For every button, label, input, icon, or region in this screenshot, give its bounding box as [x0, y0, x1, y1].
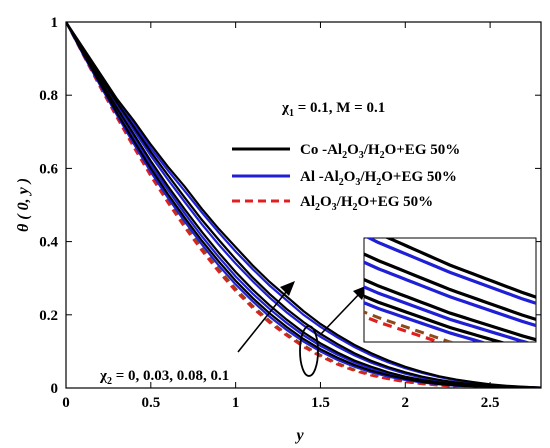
- chi2-pointer-line: [237, 286, 291, 353]
- legend: Co -Al2O3/H2O+EG 50% Al -Al2O3/H2O+EG 50…: [232, 142, 460, 213]
- inset-series-1-curve-1: [364, 260, 536, 328]
- plot-frame: [65, 21, 542, 389]
- series-0-curve-1: [66, 22, 541, 388]
- series-0-curve-0: [66, 22, 541, 388]
- zoom-ellipse: [299, 325, 319, 377]
- legend-label-base: Al2O3/H2O+EG 50%: [300, 194, 433, 213]
- x-tick-label: 2: [402, 395, 410, 411]
- y-axis-label: θ ( 0, y ): [15, 178, 32, 232]
- y-tick-label: 0.2: [39, 308, 58, 324]
- legend-label-co: Co -Al2O3/H2O+EG 50%: [300, 142, 460, 161]
- inset-series-1-curve-2: [364, 285, 532, 342]
- x-tick-label: 1: [232, 395, 240, 411]
- y-tick-label: 0: [51, 381, 59, 397]
- inset-series-2-curve-0: [364, 314, 445, 342]
- inset-series-1-curve-0: [365, 238, 536, 305]
- x-tick-label: 2.5: [481, 395, 500, 411]
- chi2-arrowhead: [280, 281, 295, 296]
- legend-label-al: Al -Al2O3/H2O+EG 50%: [300, 169, 457, 188]
- chi2-annotation: χ2 = 0, 0.03, 0.08, 0.1: [99, 368, 229, 387]
- x-axis-label: y: [294, 427, 304, 444]
- parameter-annotation: χ1 = 0.1, M = 0.1: [281, 100, 385, 119]
- inset-series-0-curve-0: [384, 238, 536, 299]
- series-0-curve-3: [66, 22, 541, 388]
- y-tick-label: 0.4: [39, 235, 58, 251]
- x-tick-label: 0.5: [141, 395, 160, 411]
- inset-series-0-curve-2: [364, 277, 536, 342]
- x-axis-ticks: 0 0.5 1 1.5 2 2.5: [62, 22, 499, 411]
- inset-series-1-curve-3: [364, 301, 487, 342]
- zoom-arrow-line: [319, 290, 363, 336]
- y-tick-label: 0.8: [39, 88, 58, 104]
- inset-series-0-curve-3: [364, 294, 506, 342]
- x-tick-label: 1.5: [311, 395, 330, 411]
- y-tick-label: 0.6: [39, 161, 58, 177]
- y-tick-label: 1: [51, 15, 59, 31]
- inset-zoom-curves: [364, 238, 536, 342]
- x-tick-label: 0: [62, 395, 70, 411]
- y-axis-ticks: 0 0.2 0.4 0.6 0.8 1: [39, 15, 541, 397]
- inset-trend-curve: [364, 310, 456, 342]
- inset-series-0-curve-1: [364, 252, 536, 322]
